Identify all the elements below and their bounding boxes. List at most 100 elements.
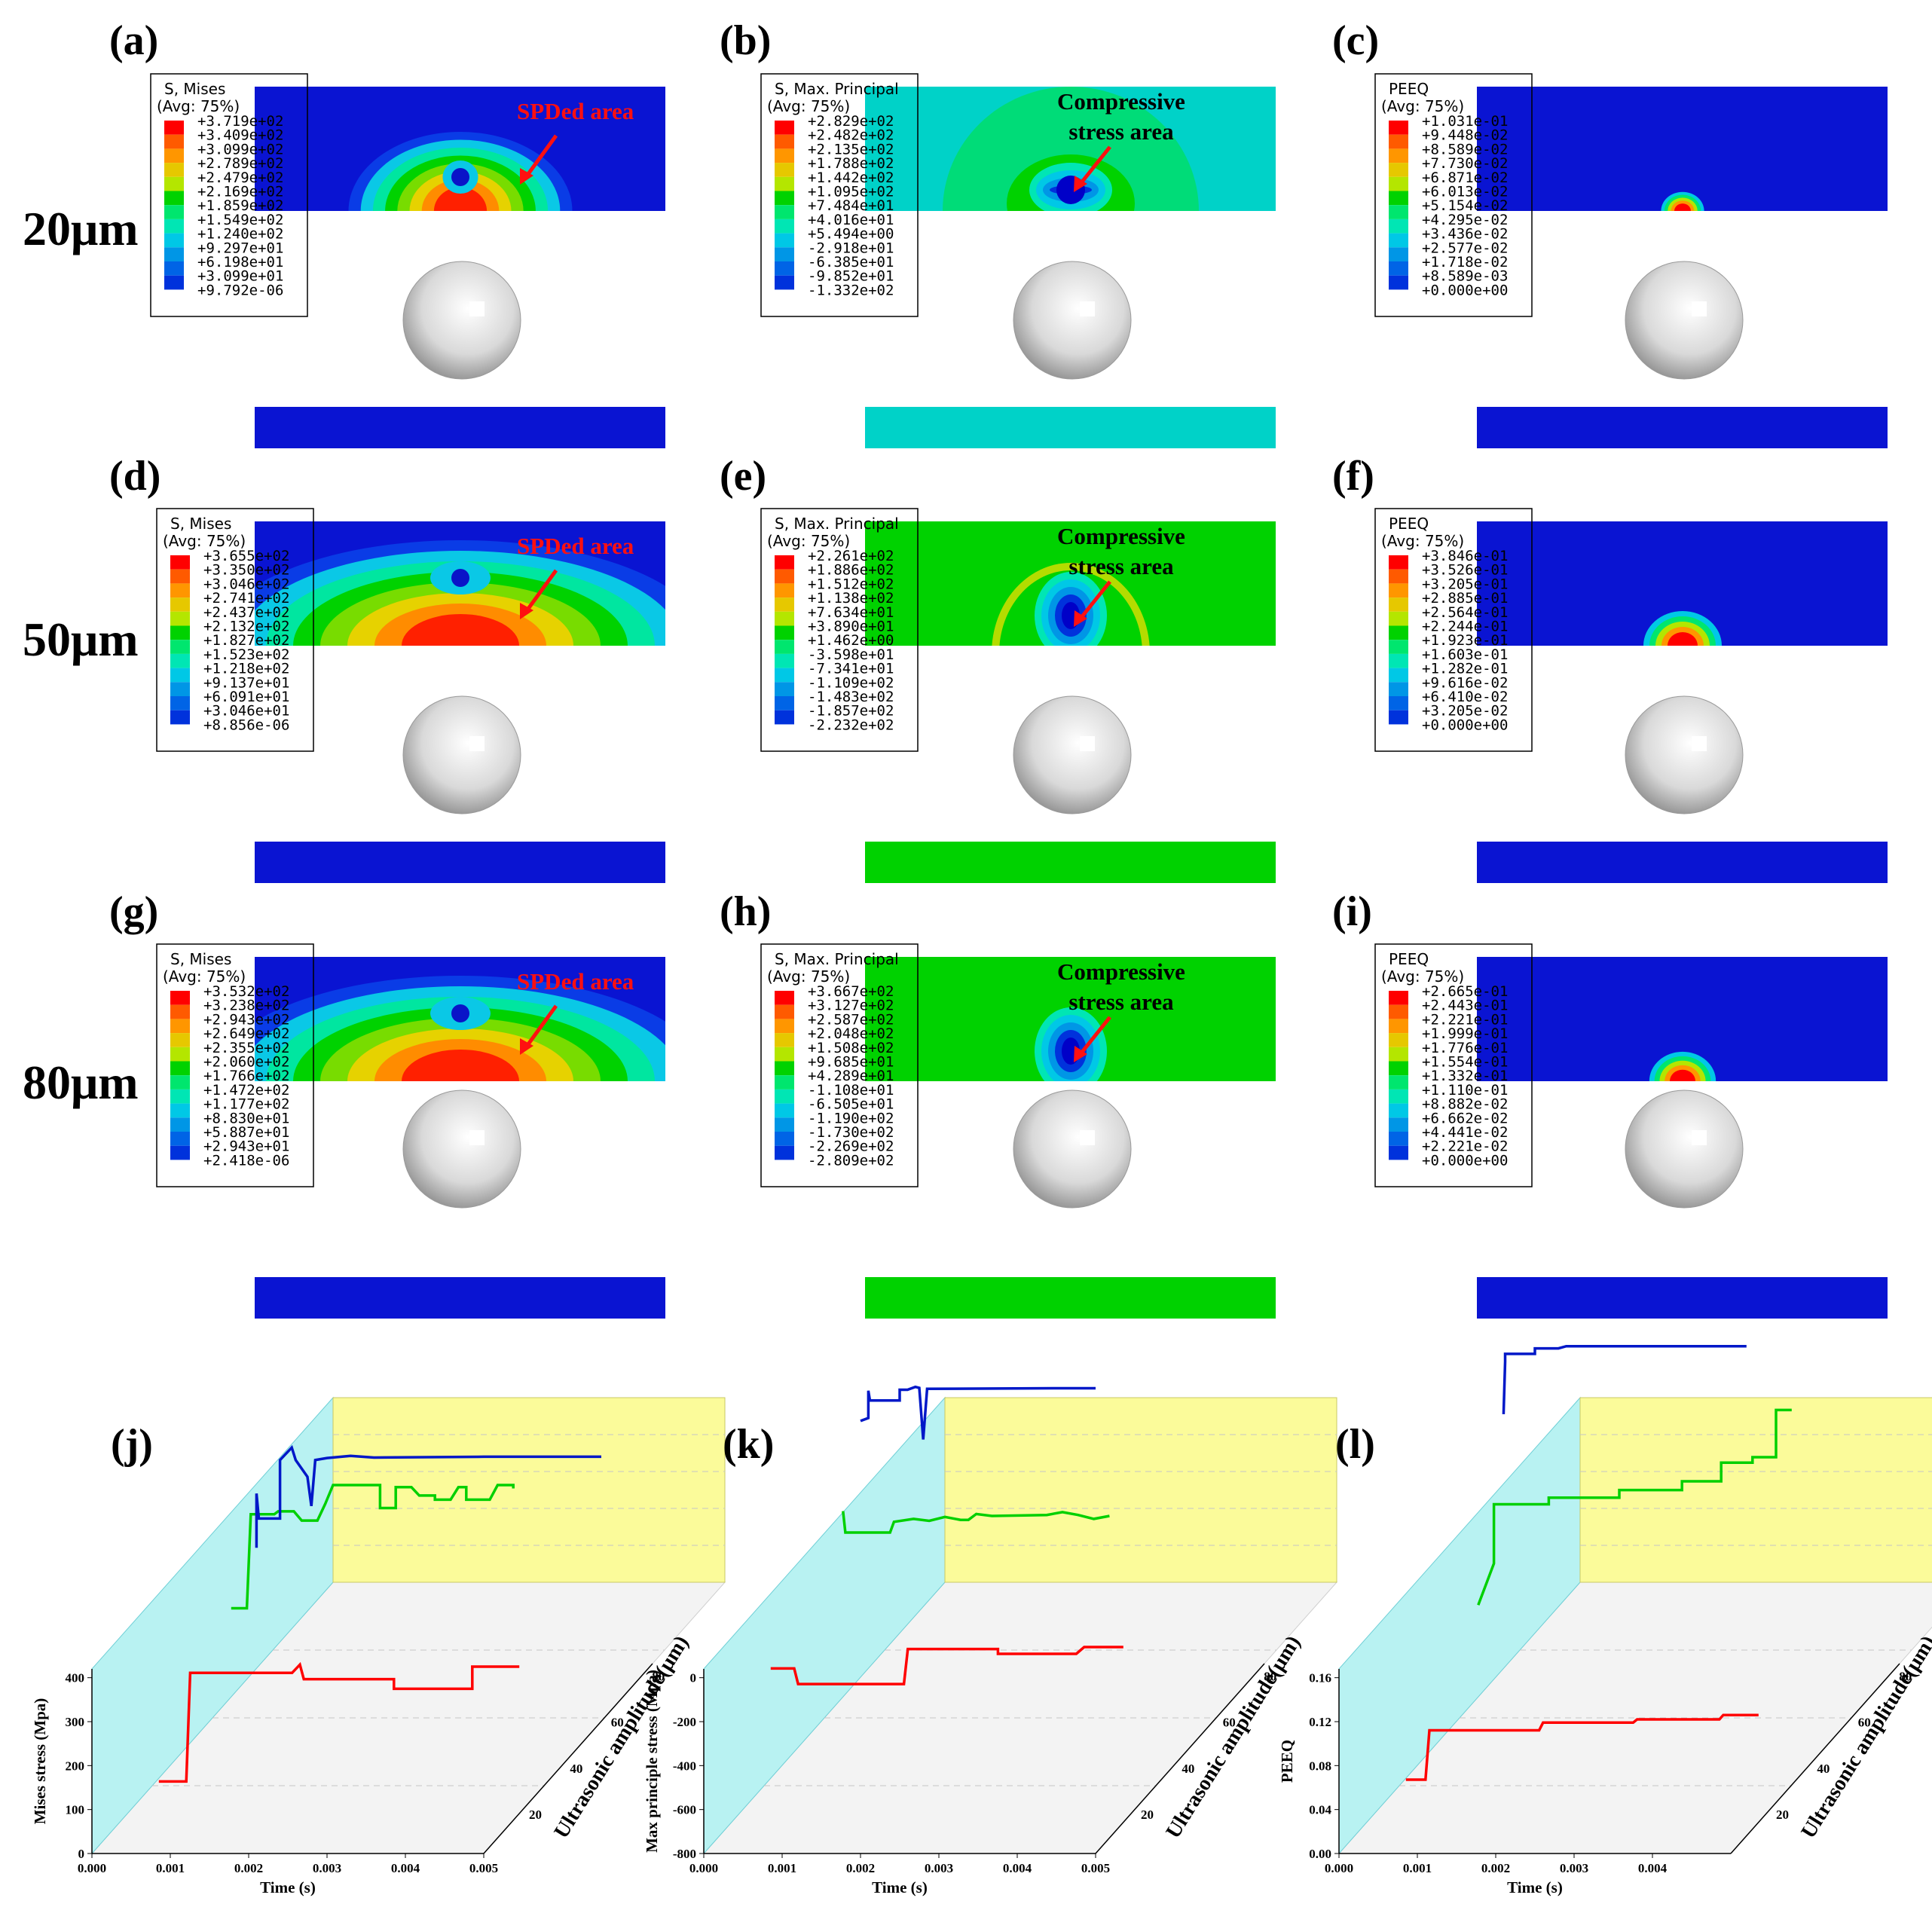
chart-panel: 0.000 0.001 0.002 0.003 0.004 0.00 0.04 0.08 0.1… xyxy=(1278,1344,1932,1896)
legend-swatch xyxy=(1389,597,1408,612)
legend-swatch xyxy=(164,191,184,206)
z-tick-label: 40 xyxy=(1182,1762,1194,1776)
legend-swatch xyxy=(775,555,794,570)
legend-value: +3.532e+02 xyxy=(203,983,289,1000)
row-amplitude-label: 20μm xyxy=(23,202,139,255)
legend-swatch xyxy=(775,1061,794,1076)
legend-value: +3.205e-02 xyxy=(1422,703,1508,720)
x-tick-label: 0.002 xyxy=(846,1861,875,1875)
legend-swatch xyxy=(1389,611,1408,626)
annotation-arrowhead xyxy=(520,168,533,185)
legend-swatch xyxy=(1389,176,1408,191)
legend-swatch xyxy=(170,1061,190,1076)
legend-swatch xyxy=(170,710,190,725)
fem-panel: (h) Compressive stress area S, Max. Princip… xyxy=(720,888,1276,1319)
legend-value: +3.127e+02 xyxy=(808,998,894,1014)
ball-highlight xyxy=(469,301,485,316)
legend-swatch xyxy=(1389,640,1408,654)
row-amplitude-label: 80μm xyxy=(23,1056,139,1109)
ball-highlight xyxy=(1692,736,1707,751)
legend-value: +1.776e-01 xyxy=(1422,1040,1508,1056)
legend-box xyxy=(156,508,314,752)
fem-panel: (g) SPDed area S, Mises(Avg: 75%)+3.532e+0… xyxy=(109,888,665,1319)
legend-value: +1.138e+02 xyxy=(808,590,894,607)
legend-swatch xyxy=(1389,1075,1408,1089)
legend-value: +1.859e+02 xyxy=(197,197,283,214)
x-tick-label: 0.004 xyxy=(1003,1861,1032,1875)
legend-value: +2.132e+02 xyxy=(203,619,289,635)
legend-swatch xyxy=(775,569,794,584)
y-axis-title: Mises stress (Mpa) xyxy=(31,1698,49,1825)
z-tick-label: 20 xyxy=(529,1808,542,1822)
legend-swatch xyxy=(1389,696,1408,711)
legend-value: +3.409e+02 xyxy=(197,127,283,144)
contour-band xyxy=(1668,632,1698,646)
y-tick-label: 0.12 xyxy=(1309,1715,1331,1729)
legend-swatch xyxy=(775,1132,794,1146)
legend-value: +6.410e-02 xyxy=(1422,689,1508,705)
legend-value: +1.462e+00 xyxy=(808,632,894,649)
fem-panel: (e) Compressive stress area S, Max. Princip… xyxy=(720,453,1276,883)
legend-swatch xyxy=(775,653,794,668)
annotation-arrow xyxy=(524,569,558,613)
legend-value: +2.443e-01 xyxy=(1422,998,1508,1014)
legend-swatch xyxy=(164,233,184,248)
peening-ball xyxy=(1625,695,1744,814)
contour-band xyxy=(1674,203,1691,211)
x-axis-title: Time (s) xyxy=(1507,1878,1563,1896)
legend-value: +2.829e+02 xyxy=(808,113,894,130)
contour-band xyxy=(433,187,488,211)
legend-variable: PEEQ xyxy=(1389,515,1429,533)
y-tick-label: 0.16 xyxy=(1309,1671,1331,1685)
legend-value: +9.685e+01 xyxy=(808,1054,894,1071)
annotation-text: stress area xyxy=(1068,989,1174,1015)
legend-swatch xyxy=(164,275,184,290)
legend-swatch xyxy=(1389,1061,1408,1076)
z-tick-label: 60 xyxy=(1858,1716,1871,1730)
legend-value: +2.482e+02 xyxy=(808,127,894,144)
specimen-block xyxy=(1477,957,1888,1081)
legend-swatch xyxy=(164,247,184,261)
legend-value: +9.297e+01 xyxy=(197,240,283,256)
annotation-text: stress area xyxy=(1068,553,1174,579)
legend-value: +1.923e-01 xyxy=(1422,632,1508,649)
legend-variable: PEEQ xyxy=(1389,950,1429,968)
legend-value: +2.789e+02 xyxy=(197,155,283,172)
x-tick-label: 0.005 xyxy=(469,1861,498,1875)
legend-swatch xyxy=(1389,148,1408,164)
legend-value: +1.788e+02 xyxy=(808,155,894,172)
legend-value: +2.665e-01 xyxy=(1422,983,1508,1000)
annotation-text: Compressive xyxy=(1057,88,1185,115)
legend-value: +0.000e+00 xyxy=(1422,1152,1508,1169)
panel-letter: (d) xyxy=(109,453,160,500)
legend-swatch xyxy=(775,1145,794,1160)
panel-letter: (g) xyxy=(109,888,158,935)
ball-highlight xyxy=(1692,301,1707,316)
legend-swatch xyxy=(775,682,794,696)
legend-value: +3.099e+01 xyxy=(197,268,283,285)
legend-swatch xyxy=(170,1075,190,1089)
x-tick-label: 0.003 xyxy=(1560,1861,1588,1875)
legend-swatch xyxy=(775,163,794,177)
legend-swatch xyxy=(1389,569,1408,584)
row-amplitude-label: 50μm xyxy=(23,613,139,666)
contour-core xyxy=(451,569,469,587)
legend-value: +2.479e+02 xyxy=(197,170,283,186)
legend-value: +8.589e-02 xyxy=(1422,141,1508,157)
legend-swatch xyxy=(775,247,794,261)
contour-band xyxy=(402,614,519,646)
annotation-text: Compressive xyxy=(1057,523,1185,549)
legend-value: +8.830e+01 xyxy=(203,1110,289,1126)
legend-value: +6.198e+01 xyxy=(197,254,283,270)
legend-value: -1.190e+02 xyxy=(808,1110,894,1126)
legend-swatch xyxy=(775,1047,794,1062)
peening-ball xyxy=(402,695,521,814)
ball-highlight xyxy=(469,1130,485,1145)
legend-swatch xyxy=(170,597,190,612)
legend-swatch xyxy=(1389,1103,1408,1118)
series-line xyxy=(842,1511,1110,1534)
legend-swatch xyxy=(164,148,184,164)
legend-swatch xyxy=(164,121,184,135)
